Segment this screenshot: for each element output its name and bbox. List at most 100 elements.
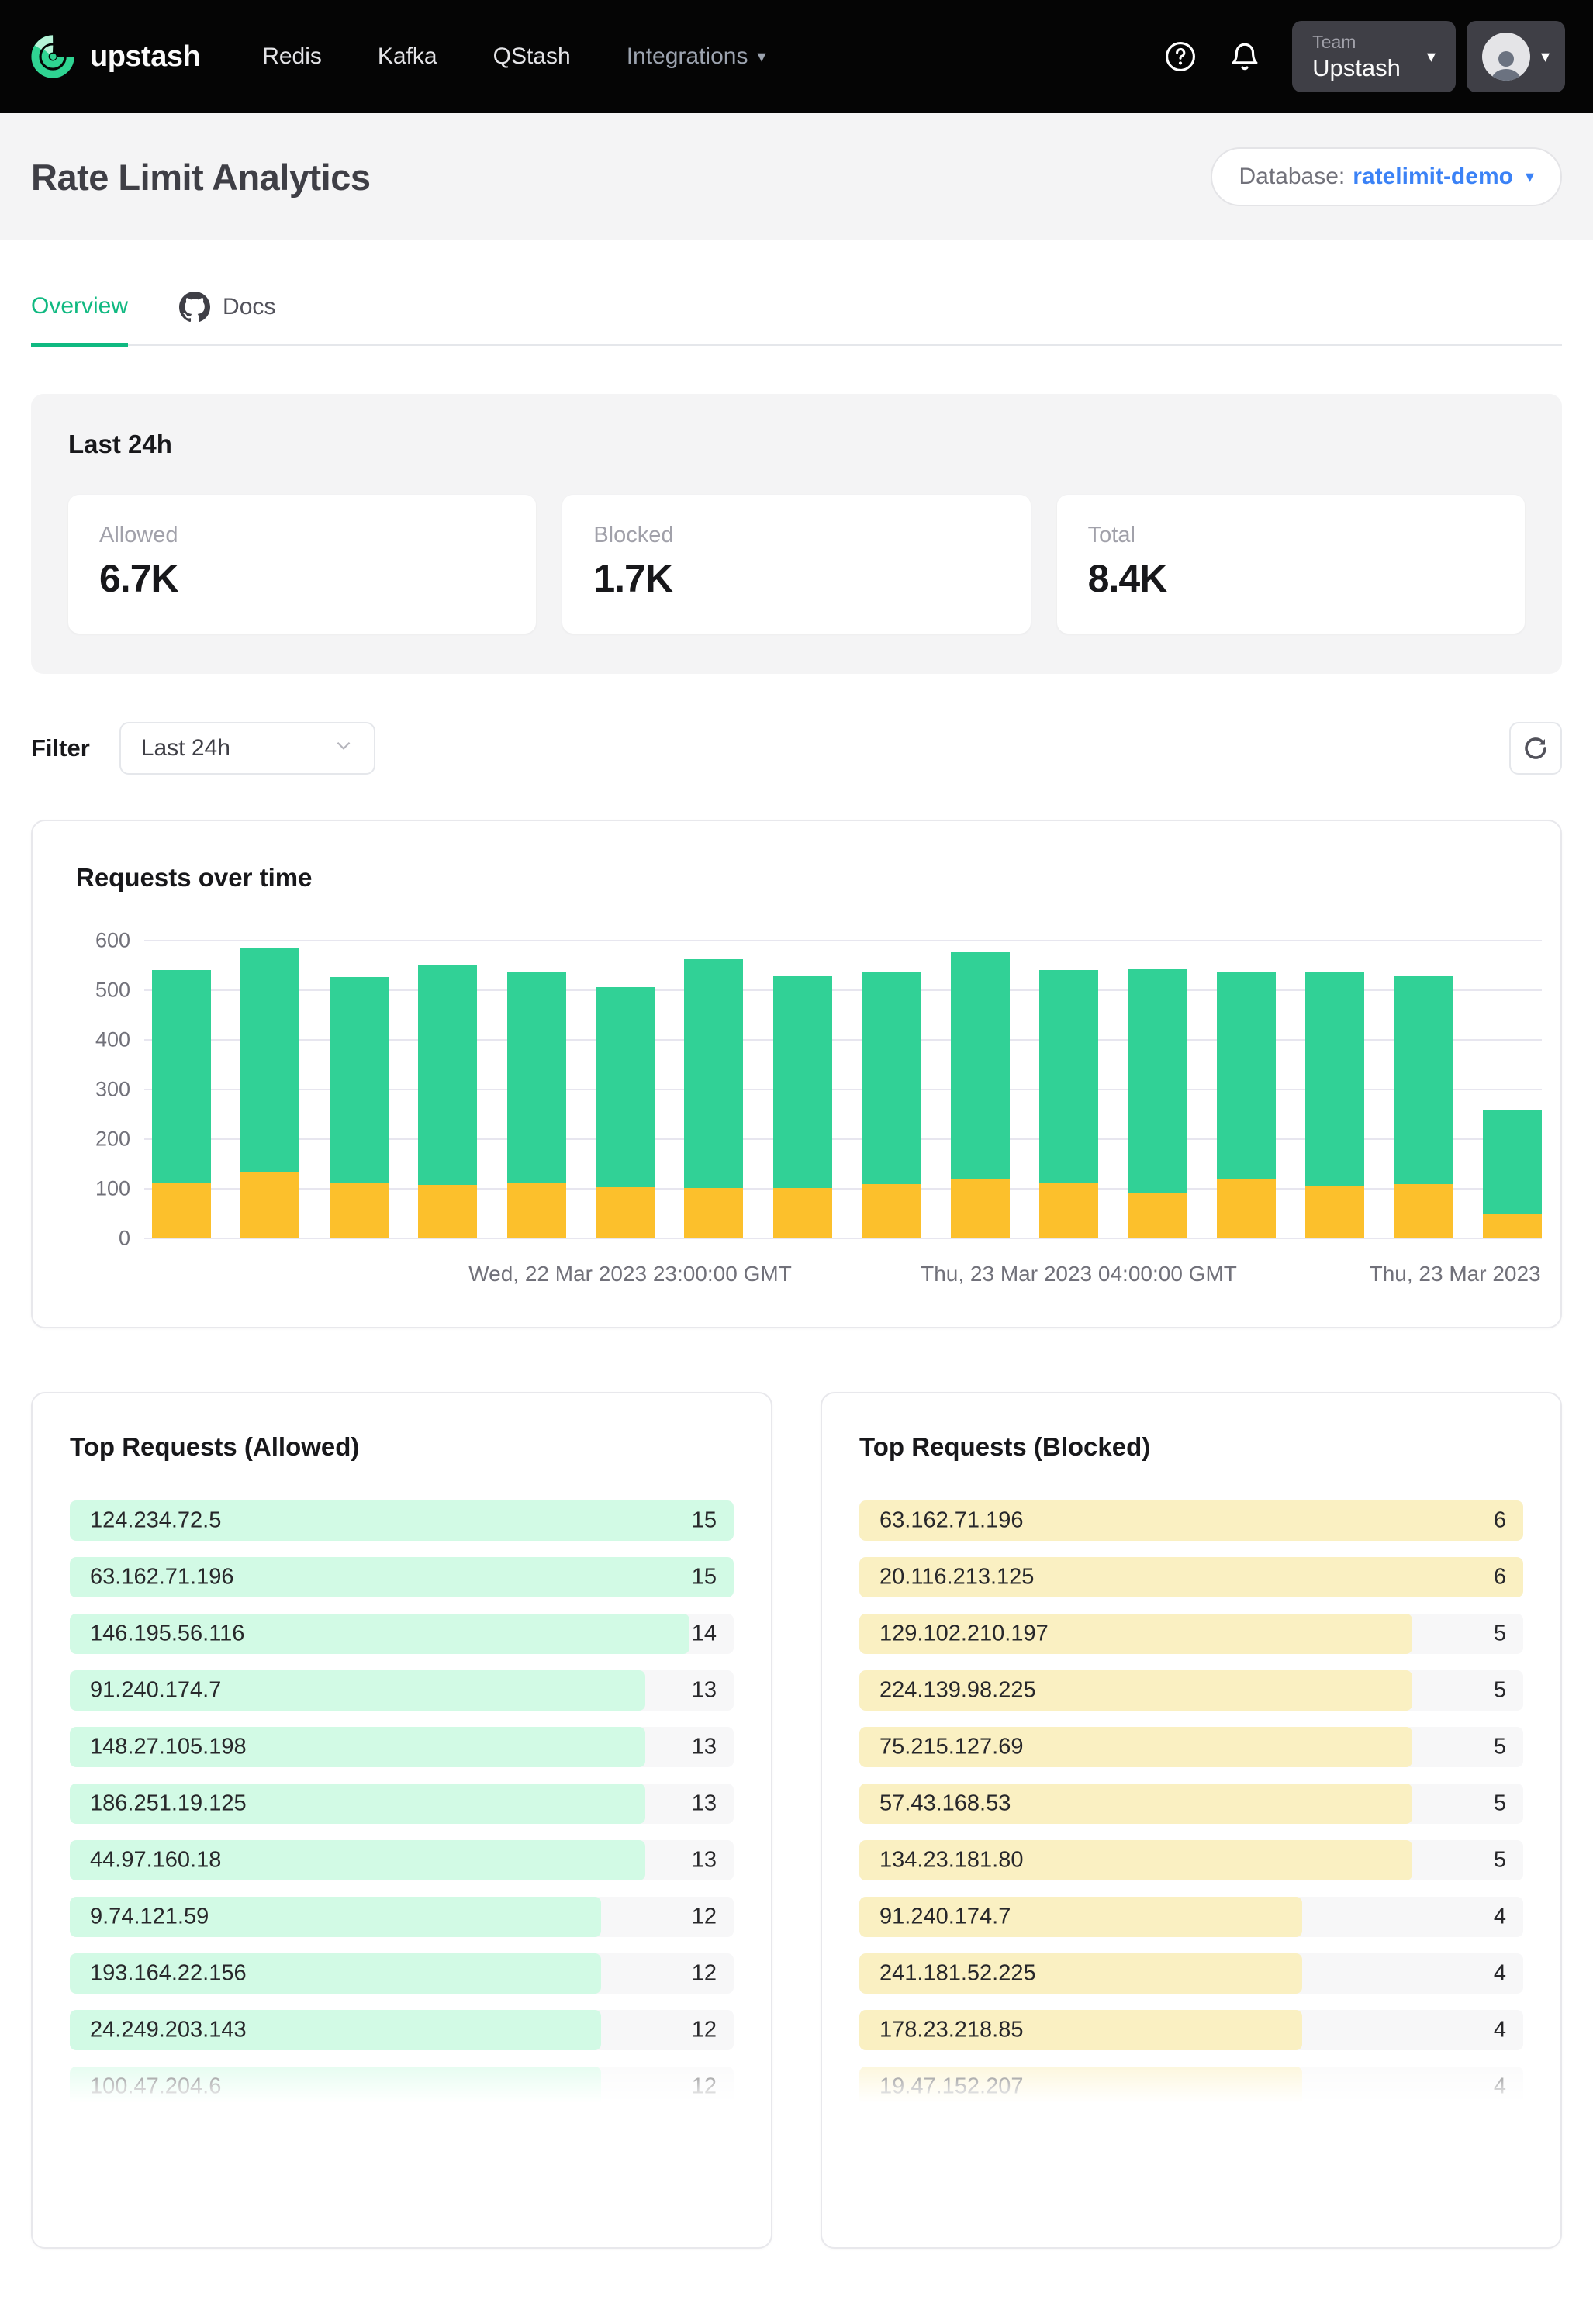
requests-over-time-card: Requests over time 600 500 400 300 200 100 0 W… (31, 820, 1562, 1328)
row-fill-bar (70, 1557, 734, 1597)
row-fill-bar (859, 1784, 1413, 1824)
y-tick-label: 400 (95, 1027, 130, 1051)
y-axis: 600 500 400 300 200 100 0 (76, 929, 130, 1250)
team-label: Team (1312, 31, 1356, 52)
allowed-list: 124.234.72.5 15 63.162.71.196 15 146.195.56.… (70, 1500, 734, 2107)
row-fill-bar (859, 1953, 1302, 1994)
row-fill-bar (70, 1897, 601, 1937)
bar-segment-blocked (329, 1183, 389, 1238)
list-row: 91.240.174.7 13 (70, 1670, 734, 1711)
stacked-bar (1394, 976, 1453, 1238)
tab-docs[interactable]: Docs (179, 292, 275, 344)
stacked-bar (1482, 1109, 1542, 1238)
row-ip: 19.47.152.207 (879, 2074, 1024, 2099)
chevron-down-icon: ▾ (1426, 47, 1436, 66)
list-row: 57.43.168.53 5 (859, 1784, 1523, 1824)
list-row: 241.181.52.225 4 (859, 1953, 1523, 1994)
stat-value: 6.7K (99, 557, 179, 600)
bar-segment-blocked (684, 1188, 744, 1238)
row-ip: 91.240.174.7 (879, 1904, 1011, 1929)
stats-panel: Last 24h Allowed 6.7K Blocked 1.7K Total… (31, 394, 1562, 674)
nav-dropdown-integrations[interactable]: Integrations ▾ (627, 43, 766, 70)
bar-segment-blocked (1482, 1214, 1542, 1238)
row-fill-bar (70, 2067, 601, 2107)
row-count: 12 (691, 2017, 717, 2043)
row-count: 5 (1493, 1677, 1506, 1703)
bar-segment-allowed (684, 959, 744, 1189)
row-fill-bar (70, 1840, 645, 1880)
stacked-bar (595, 987, 655, 1238)
stacked-bar-chart: 600 500 400 300 200 100 0 (76, 929, 1542, 1250)
stacked-bar (506, 972, 566, 1238)
stacked-bar (684, 959, 744, 1238)
team-switcher-button[interactable]: Team Upstash ▾ (1292, 21, 1456, 92)
tab-overview[interactable]: Overview (31, 292, 129, 347)
list-row: 224.139.98.225 5 (859, 1670, 1523, 1711)
bar-segment-allowed (152, 970, 211, 1183)
row-ip: 148.27.105.198 (90, 1734, 247, 1759)
stacked-bar (152, 970, 211, 1238)
gridline (144, 1188, 1542, 1190)
row-fill-bar (859, 1727, 1413, 1767)
brand-name: upstash (90, 40, 201, 73)
page-header: Rate Limit Analytics Database: ratelimit… (0, 113, 1593, 240)
row-ip: 124.234.72.5 (90, 1507, 222, 1533)
stat-card-total: Total 8.4K (1056, 495, 1525, 634)
bar-segment-allowed (772, 976, 832, 1189)
bar-segment-allowed (1038, 970, 1098, 1183)
bar-segment-allowed (329, 976, 389, 1183)
list-row: 63.162.71.196 15 (70, 1557, 734, 1597)
account-menu-button[interactable]: ▾ (1466, 21, 1565, 92)
row-ip: 63.162.71.196 (90, 1564, 234, 1590)
row-count: 12 (691, 1904, 717, 1929)
row-count: 13 (691, 1847, 717, 1873)
team-name: Upstash (1312, 54, 1401, 81)
nav-link-qstash[interactable]: QStash (492, 43, 571, 69)
bar-segment-allowed (506, 972, 566, 1183)
bar-segment-blocked (1305, 1185, 1365, 1238)
row-fill-bar (70, 1727, 645, 1767)
database-selector[interactable]: Database: ratelimit-demo ▾ (1211, 147, 1562, 206)
bar-segment-allowed (1305, 972, 1365, 1186)
bar-segment-blocked (240, 1172, 300, 1238)
nav-link-redis[interactable]: Redis (262, 43, 322, 69)
row-fill-bar (859, 1557, 1523, 1597)
list-row: 19.47.152.207 4 (859, 2067, 1523, 2107)
row-ip: 44.97.160.18 (90, 1847, 222, 1873)
list-row: 178.23.218.85 4 (859, 2010, 1523, 2050)
y-tick-label: 300 (95, 1077, 130, 1101)
row-ip: 20.116.213.125 (879, 1564, 1035, 1590)
row-count: 15 (691, 1507, 717, 1533)
notifications-button[interactable] (1228, 40, 1261, 73)
list-row: 129.102.210.197 5 (859, 1614, 1523, 1654)
gridline (144, 940, 1542, 941)
stats-title: Last 24h (68, 430, 172, 458)
row-count: 6 (1493, 1564, 1506, 1590)
row-fill-bar (70, 1670, 645, 1711)
stat-value: 8.4K (1087, 557, 1168, 600)
row-fill-bar (859, 1614, 1413, 1654)
nav-right: Team Upstash ▾ ▾ (1163, 21, 1565, 92)
upstash-logo[interactable]: upstash (31, 34, 201, 79)
help-button[interactable] (1163, 40, 1197, 74)
chevron-down-icon: ▾ (1525, 167, 1534, 186)
row-fill-bar (859, 2010, 1302, 2050)
help-icon (1163, 40, 1197, 74)
time-range-select[interactable]: Last 24h (119, 722, 375, 775)
y-tick-label: 100 (95, 1176, 130, 1200)
row-ip: 9.74.121.59 (90, 1904, 209, 1929)
nav-link-kafka[interactable]: Kafka (377, 43, 437, 69)
x-tick-label: Thu, 23 Mar 2023 09:00:00 GMT (1369, 1262, 1542, 1286)
chart-title: Requests over time (76, 863, 313, 892)
bar-segment-blocked (595, 1187, 655, 1238)
gridline (144, 989, 1542, 991)
nav-links: Redis Kafka QStash Integrations ▾ (262, 43, 765, 70)
refresh-button[interactable] (1509, 722, 1562, 775)
row-ip: 146.195.56.116 (90, 1621, 245, 1646)
list-row: 9.74.121.59 12 (70, 1897, 734, 1937)
bar-segment-allowed (1394, 976, 1453, 1184)
stat-card-allowed: Allowed 6.7K (68, 495, 537, 634)
row-count: 4 (1493, 2017, 1506, 2043)
bar-segment-allowed (1216, 972, 1276, 1179)
stacked-bar (862, 971, 921, 1238)
